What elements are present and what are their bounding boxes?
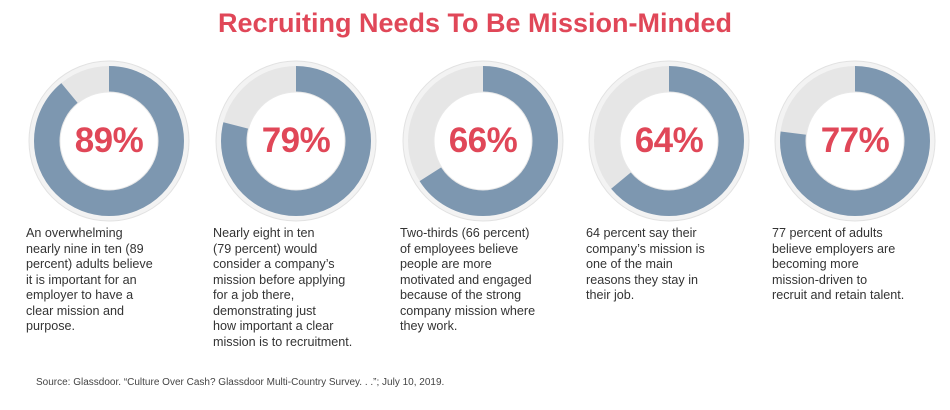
donut-chart: 64% xyxy=(586,58,752,224)
donut-value-arc xyxy=(221,66,371,216)
stat-card-5: 77% 77 percent of adults believe employe… xyxy=(772,58,950,304)
stat-card-2: 79% Nearly eight in ten (79 percent) wou… xyxy=(213,58,393,350)
donut-svg xyxy=(215,60,377,222)
donut-center xyxy=(246,91,346,191)
percent-label: 89% xyxy=(74,121,144,160)
stat-description: 77 percent of adults believe employers a… xyxy=(772,226,905,302)
donut-chart: 79% xyxy=(213,58,379,224)
donut-chart: 89% xyxy=(26,58,192,224)
donut-center xyxy=(805,91,905,191)
donut-center xyxy=(619,91,719,191)
percent-label: 66% xyxy=(448,121,518,160)
donut-chart: 66% xyxy=(400,58,566,224)
donut-center xyxy=(59,91,159,191)
stat-card-3: 66% Two-thirds (66 percent) of employees… xyxy=(400,58,580,335)
percent-label: 79% xyxy=(261,121,331,160)
donut-chart: 77% xyxy=(772,58,938,224)
percent-label: 77% xyxy=(820,121,890,160)
donut-value-arc xyxy=(594,66,744,216)
donut-center xyxy=(433,91,533,191)
stat-description: Two-thirds (66 percent) of employees bel… xyxy=(400,226,536,333)
donut-svg xyxy=(402,60,564,222)
stat-description: 64 percent say their company’s mission i… xyxy=(586,226,705,302)
stat-description: Nearly eight in ten (79 percent) would c… xyxy=(213,226,353,349)
donut-svg xyxy=(774,60,936,222)
percent-label: 64% xyxy=(634,121,704,160)
stat-card-1: 89% An overwhelming nearly nine in ten (… xyxy=(26,58,206,335)
donut-value-arc xyxy=(34,66,184,216)
stat-description: An overwhelming nearly nine in ten (89 p… xyxy=(26,226,153,333)
donut-value-arc xyxy=(408,66,558,216)
chart-title: Recruiting Needs To Be Mission-Minded xyxy=(217,8,733,38)
source-note: Source: Glassdoor. “Culture Over Cash? G… xyxy=(36,377,445,388)
stat-card-4: 64% 64 percent say their company’s missi… xyxy=(586,58,766,304)
donut-svg xyxy=(28,60,190,222)
donut-svg xyxy=(588,60,750,222)
donut-value-arc xyxy=(780,66,930,216)
